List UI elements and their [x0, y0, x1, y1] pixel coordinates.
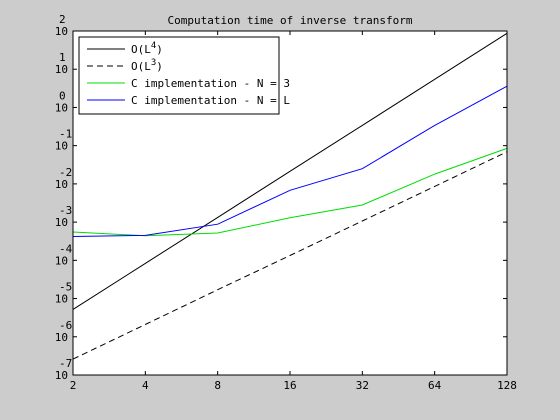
x-tick-label: 2	[70, 379, 77, 392]
y-tick-exponent: -4	[59, 242, 73, 255]
y-tick-label: 10	[55, 369, 68, 382]
y-tick-label: 10	[55, 331, 68, 344]
x-tick-label: 8	[214, 379, 221, 392]
legend-label-1: O(L4)	[131, 41, 163, 56]
series-line-2	[72, 151, 508, 360]
series-layer	[72, 32, 508, 360]
y-tick-label: 10	[55, 178, 68, 191]
tick-layer: 2 4 8 16 32 64 12810-710-610-510-410-310-210-1…	[55, 13, 517, 392]
legend-label-2: O(L3)	[131, 58, 163, 73]
x-tick-label: 16	[283, 379, 296, 392]
y-tick-label: 10	[55, 140, 68, 153]
y-tick-label: 10	[55, 101, 68, 114]
chart-title: Computation time of inverse transform	[167, 14, 412, 27]
y-tick-exponent: 2	[59, 13, 66, 26]
y-tick-label: 10	[55, 25, 68, 38]
y-tick-exponent: -3	[59, 204, 72, 217]
series-line-4	[72, 85, 508, 237]
y-tick-exponent: 1	[59, 51, 66, 64]
series-line-1	[72, 32, 508, 310]
y-tick-exponent: 0	[59, 89, 66, 102]
x-tick-label: 64	[428, 379, 442, 392]
y-tick-label: 10	[55, 293, 68, 306]
y-tick-exponent: -6	[59, 319, 72, 332]
x-tick-label: 128	[497, 379, 517, 392]
y-tick-label: 10	[55, 216, 68, 229]
x-tick-label: 32	[356, 379, 369, 392]
x-tick-label: 4	[142, 379, 149, 392]
legend: O(L4) O(L3) C implementation - N = 3 C impl…	[78, 36, 290, 115]
y-tick-exponent: -1	[59, 128, 72, 141]
legend-label-4: C implementation - N = L	[131, 94, 290, 107]
y-tick-exponent: -2	[59, 166, 72, 179]
y-tick-label: 10	[55, 254, 68, 267]
y-tick-label: 10	[55, 63, 68, 76]
y-tick-exponent: -7	[59, 357, 72, 370]
legend-box	[78, 36, 280, 115]
legend-label-3: C implementation - N = 3	[131, 77, 290, 90]
y-tick-exponent: -5	[59, 281, 72, 294]
